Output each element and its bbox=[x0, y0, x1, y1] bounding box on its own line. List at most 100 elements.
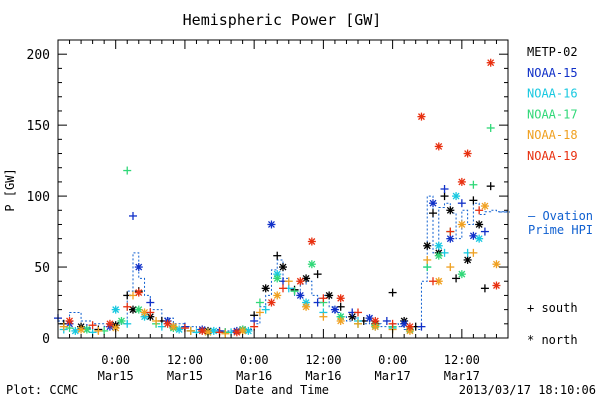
x-tick-label: 0:00 bbox=[240, 353, 269, 367]
data-point bbox=[71, 326, 80, 335]
data-point bbox=[77, 325, 86, 334]
data-point bbox=[134, 288, 143, 297]
y-tick-label: 0 bbox=[42, 332, 50, 347]
plot-credit: Plot: CCMC bbox=[6, 383, 78, 397]
data-point bbox=[296, 291, 305, 300]
data-point bbox=[480, 202, 489, 211]
data-point bbox=[273, 291, 282, 300]
y-axis-label: P [GW] bbox=[3, 168, 17, 211]
data-point bbox=[475, 220, 484, 229]
data-point bbox=[330, 305, 339, 314]
data-point bbox=[255, 298, 264, 307]
data-point bbox=[302, 302, 311, 311]
series-noaa-17 bbox=[65, 123, 495, 337]
data-point bbox=[457, 199, 466, 208]
chart-title: Hemispheric Power [GW] bbox=[183, 11, 382, 29]
data-point bbox=[469, 180, 478, 189]
legend: METP-02 NOAA-15 NOAA-16 NOAA-17 NOAA-18 NOAA-… bbox=[527, 45, 578, 163]
series-noaa-16 bbox=[59, 192, 484, 337]
data-point bbox=[319, 294, 328, 303]
data-point bbox=[186, 326, 195, 335]
data-point bbox=[475, 234, 484, 243]
data-point bbox=[446, 234, 455, 243]
data-point bbox=[486, 182, 495, 191]
data-point bbox=[296, 277, 305, 286]
ovation-legend: — Ovation Prime HPI bbox=[499, 209, 593, 237]
legend-entry: NOAA-19 bbox=[527, 149, 578, 163]
data-point bbox=[480, 227, 489, 236]
data-point bbox=[429, 277, 437, 286]
x-tick-date-label: Mar15 bbox=[98, 369, 134, 383]
data-point bbox=[117, 316, 126, 325]
data-point bbox=[273, 274, 282, 283]
data-point bbox=[388, 288, 397, 297]
data-point bbox=[492, 281, 501, 290]
data-point bbox=[336, 316, 345, 325]
data-point bbox=[440, 192, 449, 201]
x-tick-label: 0:00 bbox=[378, 353, 407, 367]
data-point bbox=[313, 270, 322, 279]
data-point bbox=[261, 305, 270, 314]
data-point bbox=[163, 319, 172, 328]
y-tick-label: 150 bbox=[27, 119, 50, 134]
data-point bbox=[388, 319, 397, 328]
data-point bbox=[371, 316, 380, 325]
legend-entry: NOAA-17 bbox=[527, 107, 578, 121]
data-point bbox=[457, 270, 466, 279]
series-metp-02 bbox=[59, 182, 495, 337]
data-point bbox=[434, 251, 443, 260]
data-point bbox=[371, 322, 380, 331]
data-point bbox=[238, 326, 247, 335]
x-tick-date-label: Mar17 bbox=[375, 369, 411, 383]
data-point bbox=[319, 312, 328, 321]
data-point bbox=[284, 277, 293, 286]
y-tick-label: 100 bbox=[27, 190, 50, 205]
legend-entry: NOAA-18 bbox=[527, 128, 578, 142]
ovation-label: — Ovation bbox=[528, 209, 593, 223]
data-point bbox=[209, 326, 218, 335]
x-tick-label: 12:00 bbox=[167, 353, 203, 367]
x-tick-date-label: Mar16 bbox=[305, 369, 341, 383]
x-axis-label: Date and Time bbox=[235, 383, 329, 397]
data-point bbox=[307, 237, 316, 246]
data-point bbox=[290, 287, 299, 296]
y-tick-label: 50 bbox=[34, 261, 50, 276]
data-point bbox=[123, 302, 132, 311]
data-point bbox=[267, 220, 276, 229]
x-tick-label: 12:00 bbox=[305, 353, 341, 367]
data-point bbox=[446, 206, 455, 215]
data-point bbox=[446, 263, 455, 272]
timestamp: 2013/03/17 18:10:06 bbox=[459, 383, 596, 397]
data-point bbox=[88, 321, 97, 330]
series-noaa-19 bbox=[65, 58, 501, 337]
data-point bbox=[279, 263, 287, 272]
x-tick-date-label: Mar16 bbox=[236, 369, 272, 383]
data-point bbox=[486, 58, 495, 67]
data-point bbox=[457, 177, 466, 186]
data-point bbox=[336, 294, 345, 303]
data-point bbox=[429, 199, 437, 208]
marker-key-north: * north bbox=[527, 333, 578, 347]
data-point bbox=[434, 241, 443, 250]
data-point bbox=[382, 316, 391, 325]
data-point bbox=[65, 324, 74, 333]
legend-entry: METP-02 bbox=[527, 45, 578, 59]
data-point bbox=[123, 166, 132, 175]
data-point bbox=[423, 263, 432, 272]
data-point bbox=[434, 142, 443, 151]
legend-entry: NOAA-16 bbox=[527, 87, 578, 101]
data-point bbox=[423, 255, 432, 264]
data-point bbox=[457, 220, 466, 229]
data-point bbox=[469, 248, 478, 257]
data-point bbox=[480, 284, 489, 293]
y-tick-label: 200 bbox=[27, 48, 50, 63]
data-point bbox=[446, 227, 455, 236]
data-point bbox=[365, 314, 374, 323]
data-point bbox=[273, 251, 282, 260]
ovation-label-2: Prime HPI bbox=[528, 223, 593, 237]
data-point bbox=[146, 298, 155, 307]
data-point bbox=[325, 291, 334, 300]
data-point bbox=[261, 284, 270, 293]
x-tick-date-label: Mar15 bbox=[167, 369, 203, 383]
